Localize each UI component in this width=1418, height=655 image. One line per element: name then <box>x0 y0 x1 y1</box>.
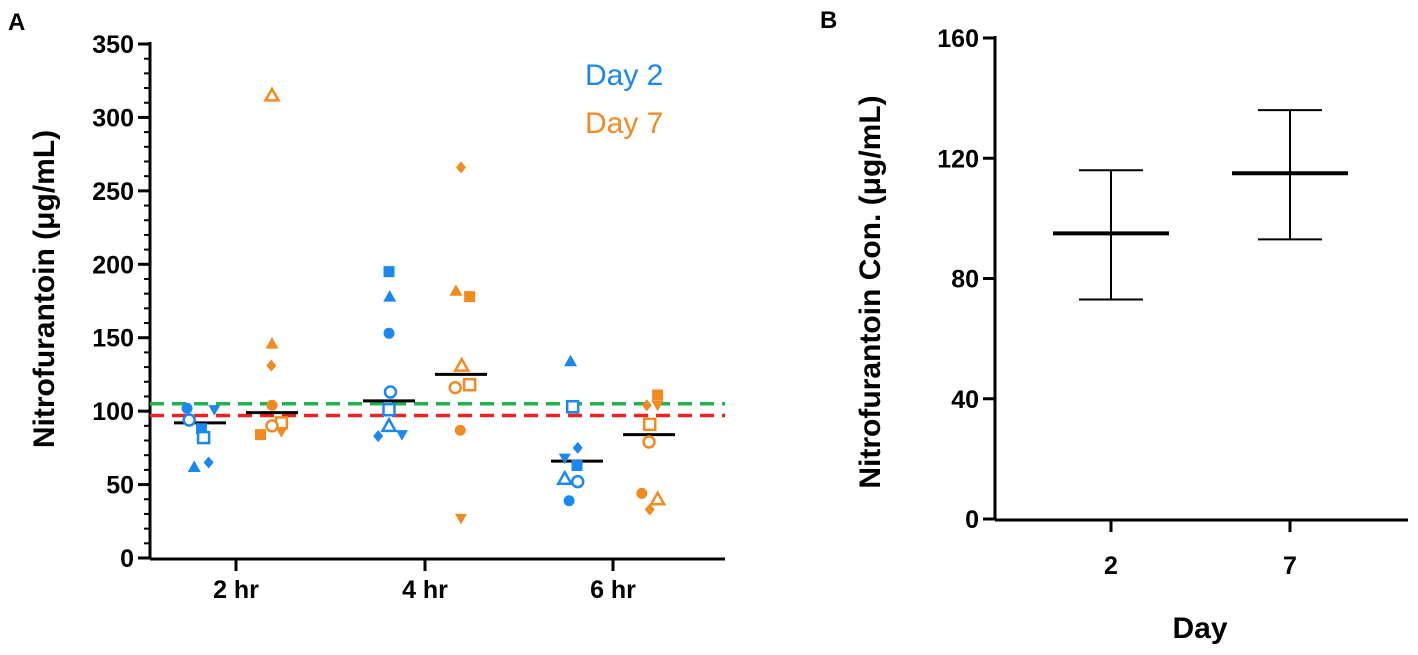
y-axis-label-a: Nitrofurantoin (μg/mL) <box>28 130 61 448</box>
data-point <box>456 161 466 174</box>
data-point <box>556 469 574 485</box>
data-point <box>383 385 398 399</box>
data-point <box>383 266 395 278</box>
data-point <box>636 487 648 499</box>
x-tick-label-a: 2 hr <box>213 576 259 604</box>
data-point <box>382 402 396 417</box>
data-point <box>195 423 207 435</box>
panel-label-a: A <box>8 9 25 36</box>
data-point <box>196 430 211 445</box>
data-point <box>182 413 196 427</box>
chart-b: 0 40 80 120 160 2 7 Day Nitrofurantoin Con. (μg/… <box>854 25 1408 645</box>
y-tick-label-b: 0 <box>965 506 979 534</box>
data-point <box>266 359 277 372</box>
data-point <box>383 290 397 302</box>
data-point <box>208 405 221 416</box>
data-point <box>462 377 477 392</box>
data-point <box>383 327 395 339</box>
y-tick-label-b: 160 <box>937 25 979 53</box>
data-point <box>644 503 655 516</box>
data-point <box>563 495 575 507</box>
data-point <box>266 399 278 411</box>
data-point <box>265 419 279 433</box>
chart-a: 0 50 100 150 200 250 300 350 2 hr 4 hr 6 hr Nitrofu… <box>28 31 725 604</box>
data-point <box>275 427 288 438</box>
data-point <box>651 400 664 412</box>
y-tick-label-a: 300 <box>92 104 134 132</box>
data-point <box>570 474 585 489</box>
y-tick-label-a: 0 <box>120 545 134 573</box>
data-point <box>203 456 214 469</box>
data-point <box>642 417 657 432</box>
data-point <box>558 453 571 465</box>
data-point <box>642 435 656 449</box>
y-tick-label-b: 80 <box>951 266 979 294</box>
x-tick-label-b: 7 <box>1283 552 1297 580</box>
x-tick-label-a: 6 hr <box>590 576 636 604</box>
data-point <box>641 399 652 412</box>
y-tick-label-a: 50 <box>106 472 134 500</box>
legend-day-7: Day 7 <box>585 107 663 140</box>
data-point <box>453 356 471 372</box>
data-point <box>565 399 580 414</box>
y-tick-label-a: 150 <box>92 325 134 353</box>
data-point <box>449 284 463 296</box>
data-point <box>448 380 462 395</box>
y-axis-label-b: Nitrofurantoin Con. (μg/mL) <box>854 95 887 488</box>
x-axis-label-b: Day <box>1172 612 1227 645</box>
y-tick-label-b: 120 <box>937 145 979 173</box>
data-point <box>254 429 266 441</box>
legend-day-2: Day 2 <box>585 59 663 92</box>
data-point <box>263 86 281 102</box>
y-tick-label-a: 200 <box>92 251 134 279</box>
data-point <box>571 459 583 471</box>
data-point <box>265 337 279 349</box>
data-point <box>373 430 384 443</box>
x-tick-label-b: 2 <box>1104 552 1118 580</box>
data-point <box>187 460 201 472</box>
y-tick-label-a: 250 <box>92 178 134 206</box>
data-point <box>455 513 467 525</box>
y-tick-label-b: 40 <box>951 386 979 414</box>
panel-label-b: B <box>820 7 837 34</box>
data-point <box>648 490 667 506</box>
y-tick-label-a: 100 <box>92 398 134 426</box>
data-point <box>652 389 664 401</box>
data-point <box>181 402 193 414</box>
data-point <box>564 354 578 367</box>
x-tick-label-a: 4 hr <box>402 576 448 604</box>
data-point <box>454 424 466 436</box>
data-point <box>572 441 583 454</box>
data-point <box>380 416 398 433</box>
data-point <box>464 291 476 303</box>
y-tick-label-a: 350 <box>92 31 134 59</box>
data-point <box>395 430 408 441</box>
